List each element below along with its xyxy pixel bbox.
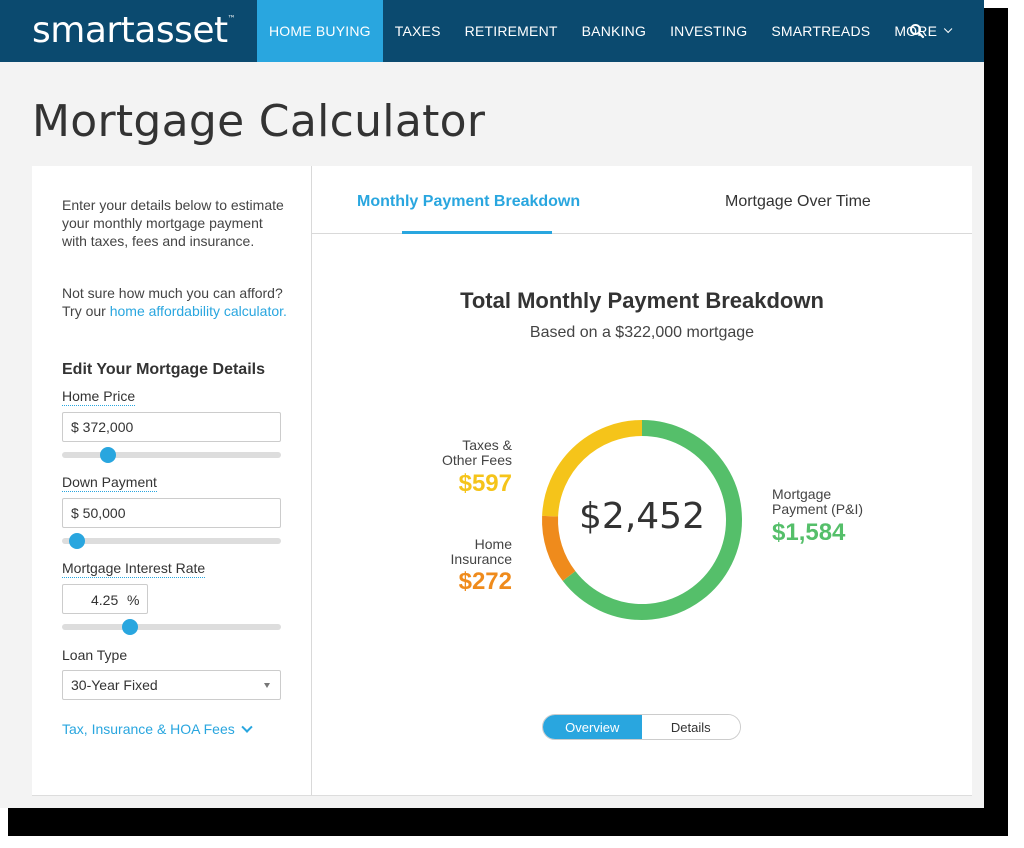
mortgage-payment-value: $1,584: [772, 519, 846, 546]
overview-toggle-button[interactable]: Overview: [543, 715, 642, 739]
down-payment-input[interactable]: $ 50,000: [62, 498, 281, 528]
taxes-segment: [542, 420, 643, 517]
taxes-fees-label: Taxes & Other Fees: [432, 438, 512, 468]
breakdown-panel: Monthly Payment Breakdown Mortgage Over …: [312, 166, 972, 796]
interest-rate-value: 4.25: [91, 592, 119, 608]
nav-taxes[interactable]: TAXES: [394, 23, 441, 39]
breakdown-tabs: Monthly Payment Breakdown Mortgage Over …: [312, 166, 972, 234]
taxes-fees-value: $597: [458, 470, 512, 497]
nav-retirement[interactable]: RETIREMENT: [464, 23, 558, 39]
insurance-label-line1: Home: [474, 536, 512, 552]
mortgage-details-panel: Enter your details below to estimate you…: [32, 166, 312, 796]
frame-shadow-bottom: [8, 808, 1008, 836]
loan-type-value: 30-Year Fixed: [71, 677, 158, 693]
tab-mortgage-over-time[interactable]: Mortgage Over Time: [725, 193, 871, 210]
principal-segment: [562, 420, 742, 620]
taxes-label-line2: Other Fees: [441, 452, 512, 468]
home-price-label[interactable]: Home Price: [62, 388, 136, 406]
tax-insurance-hoa-toggle[interactable]: Tax, Insurance & HOA Fees: [62, 721, 253, 737]
affordability-prefix: Not sure how much you can afford? Try ou…: [62, 285, 283, 319]
payment-donut-chart: [542, 420, 742, 620]
interest-rate-slider-handle[interactable]: [121, 619, 138, 635]
principal-label-line1: Mortgage: [772, 486, 832, 502]
interest-rate-slider[interactable]: [62, 619, 281, 635]
details-toggle-button[interactable]: Details: [641, 715, 740, 739]
insurance-segment: [542, 515, 576, 581]
taxes-label-line1: Taxes &: [462, 437, 512, 453]
home-price-input[interactable]: $ 372,000: [62, 412, 281, 442]
insurance-label-line2: Insurance: [450, 551, 512, 567]
fees-link-label: Tax, Insurance & HOA Fees: [62, 721, 235, 737]
nav-more-label: MORE: [894, 23, 938, 39]
down-payment-slider-handle[interactable]: [69, 533, 86, 549]
main-nav: HOME BUYING TAXES RETIREMENT BANKING INV…: [257, 0, 961, 62]
home-insurance-value: $272: [458, 568, 512, 595]
chevron-down-icon: [944, 24, 953, 34]
edit-details-heading: Edit Your Mortgage Details: [62, 361, 265, 378]
frame-shadow-right: [984, 8, 1008, 836]
tab-monthly-payment-breakdown[interactable]: Monthly Payment Breakdown: [357, 193, 581, 210]
page-title: Mortgage Calculator: [32, 96, 486, 147]
nav-banking[interactable]: BANKING: [581, 23, 647, 39]
search-icon[interactable]: [909, 23, 925, 39]
nav-more[interactable]: MORE: [882, 0, 961, 62]
percent-unit: %: [127, 592, 140, 608]
card-bottom-divider: [32, 795, 972, 796]
nav-smartreads[interactable]: SMARTREADS: [771, 23, 871, 39]
chevron-down-icon: [241, 721, 253, 733]
mortgage-payment-label: Mortgage Payment (P&I): [772, 487, 892, 517]
dropdown-arrow-icon: [264, 683, 270, 688]
home-price-slider-handle[interactable]: [99, 447, 116, 463]
down-payment-label[interactable]: Down Payment: [62, 474, 157, 492]
total-monthly-payment: $2,452: [579, 496, 705, 537]
affordability-text: Not sure how much you can afford? Try ou…: [62, 284, 290, 320]
down-payment-slider[interactable]: [62, 533, 281, 549]
calculator-card: Enter your details below to estimate you…: [32, 166, 972, 796]
principal-label-line2: Payment (P&I): [772, 501, 864, 517]
affordability-calculator-link[interactable]: home affordability calculator.: [109, 303, 287, 319]
home-price-slider[interactable]: [62, 447, 281, 463]
nav-home-buying[interactable]: HOME BUYING: [257, 0, 383, 62]
breakdown-subtitle: Based on a $322,000 mortgage: [529, 324, 755, 341]
smartasset-logo[interactable]: smartasset™: [32, 10, 236, 51]
interest-rate-input[interactable]: 4.25 %: [62, 584, 148, 614]
page: smartasset™ HOME BUYING TAXES RETIREMENT…: [0, 0, 984, 808]
view-toggle: Overview Details: [542, 714, 741, 740]
top-navigation-bar: smartasset™ HOME BUYING TAXES RETIREMENT…: [0, 0, 984, 62]
intro-text: Enter your details below to estimate you…: [62, 197, 284, 249]
loan-type-select[interactable]: 30-Year Fixed: [62, 670, 281, 700]
loan-type-label: Loan Type: [62, 647, 128, 663]
active-tab-indicator: [402, 231, 552, 234]
interest-rate-label[interactable]: Mortgage Interest Rate: [62, 560, 206, 578]
breakdown-title: Total Monthly Payment Breakdown: [460, 288, 824, 313]
nav-investing[interactable]: INVESTING: [670, 23, 748, 39]
home-insurance-label: Home Insurance: [432, 537, 512, 567]
